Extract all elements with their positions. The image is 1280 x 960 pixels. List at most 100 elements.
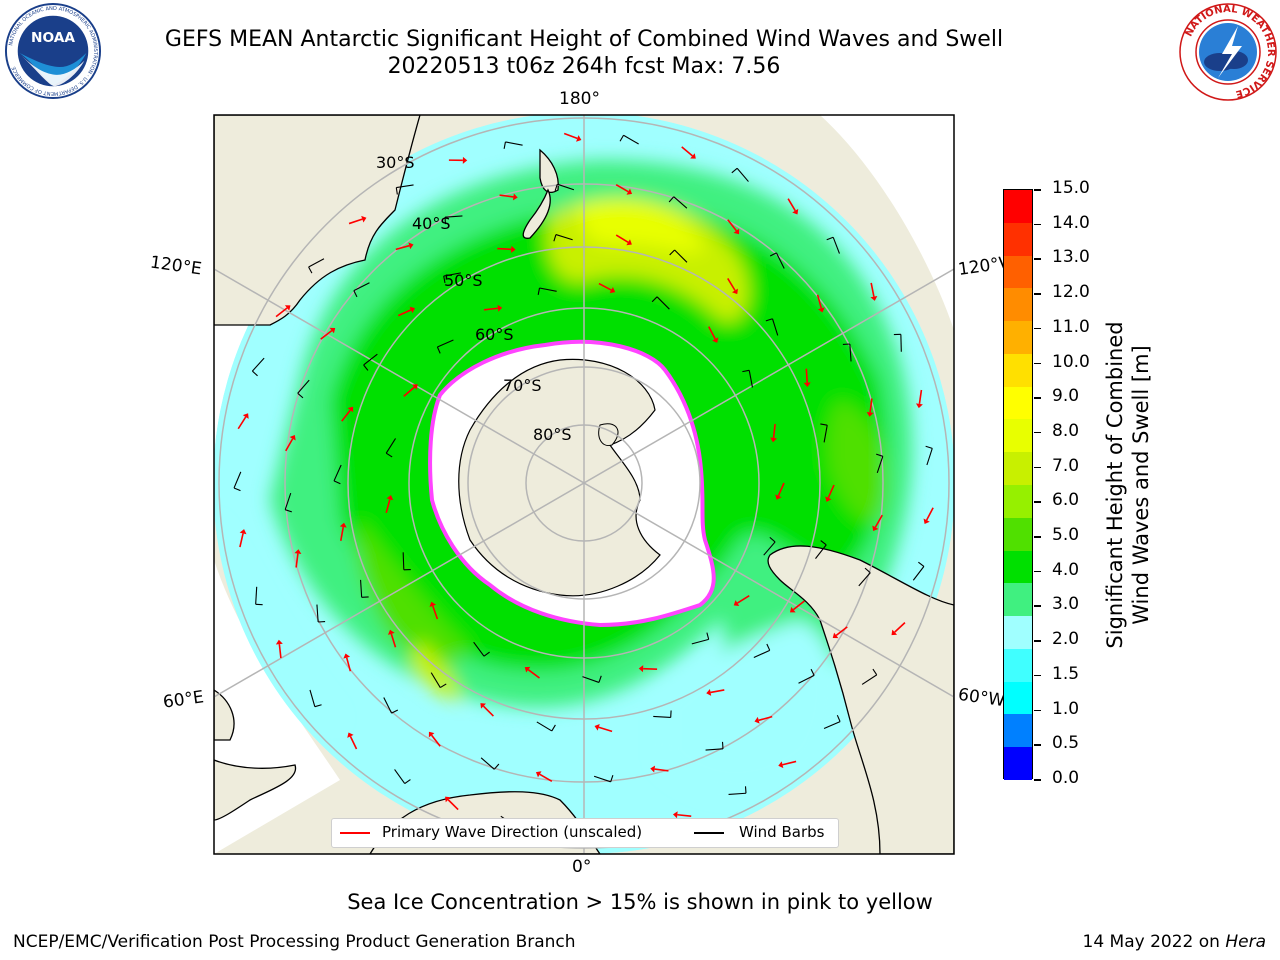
wind-barb-feather <box>864 567 871 574</box>
wind-barb-feather <box>439 683 447 689</box>
wave-direction-swatch <box>340 832 370 834</box>
wave-direction-arrow <box>598 282 612 291</box>
wave-direction-arrow <box>348 218 363 225</box>
colorbar-segment <box>1004 550 1032 584</box>
wave-direction-arrow <box>395 244 410 251</box>
wind-barb <box>473 641 485 657</box>
wave-direction-arrow <box>295 553 299 568</box>
wave-direction-arrowhead <box>792 208 799 215</box>
wave-direction-arrow <box>341 409 351 422</box>
map-frame <box>213 114 955 855</box>
wave-direction-arrow <box>874 514 883 528</box>
wave-direction-arrow <box>482 705 494 717</box>
colorbar-tick <box>1034 674 1041 677</box>
wind-barb <box>823 425 828 443</box>
wind-barb-feather <box>385 452 393 458</box>
wave-direction-arrow <box>497 247 512 251</box>
wave-direction-arrowhead <box>754 716 760 724</box>
wind-barb <box>383 697 393 714</box>
wave-direction-arrowhead <box>512 193 518 201</box>
colorbar-segment <box>1004 353 1032 388</box>
wind-barb <box>691 638 709 645</box>
wave-direction-arrow <box>918 389 923 404</box>
wave-direction-arrow <box>385 499 391 514</box>
wind-barb <box>297 379 310 394</box>
wind-barb <box>673 196 688 209</box>
wind-barb <box>705 748 724 751</box>
wave-direction-arrow <box>499 194 514 198</box>
wave-direction-arrow <box>432 605 439 620</box>
wind-barb-feather <box>668 196 675 203</box>
chart-title: GEFS MEAN Antarctic Significant Height o… <box>164 27 1004 52</box>
wind-barb <box>858 572 871 587</box>
wind-barb <box>402 552 405 570</box>
wind-barb-feather <box>826 236 834 241</box>
colorbar-tick <box>1034 189 1041 191</box>
colorbar-tick <box>1034 327 1041 330</box>
colorbar-title-line2: Wind Waves and Swell [m] <box>1129 345 1153 625</box>
wind-barb <box>505 141 523 146</box>
wind-barb <box>363 353 378 366</box>
colorbar-tick <box>1034 536 1041 538</box>
wave-direction-arrow <box>320 329 333 340</box>
wind-barb <box>798 674 815 684</box>
wind-barb <box>539 287 557 292</box>
wave-direction-arrow <box>816 294 823 309</box>
colorbar-tick <box>1034 570 1041 573</box>
wave-direction-arrow <box>782 760 797 766</box>
wave-direction-arrowhead <box>480 703 486 709</box>
wave-direction-arrow <box>447 799 459 811</box>
wind-barb-feather <box>731 167 738 174</box>
wind-barb <box>861 674 878 685</box>
nws-logo: NATIONAL WEATHER SERVICE <box>1179 3 1277 101</box>
colorbar-tick-label: 3.0 <box>1052 594 1080 615</box>
colorbar-segment <box>1004 419 1032 453</box>
wave-direction-arrow <box>805 368 808 383</box>
wave-direction-arrowhead <box>915 403 923 409</box>
wind-barb-feather <box>918 561 925 567</box>
wave-direction-arrow <box>539 773 553 782</box>
wind-barb-feather <box>503 141 506 149</box>
wave-direction-arrow <box>925 507 934 521</box>
colorbar-segment <box>1004 386 1032 420</box>
colorbar-tick-label: 1.0 <box>1052 698 1080 719</box>
wind-barb-feather <box>363 364 369 371</box>
wind-barb-feather <box>252 370 258 377</box>
wave-direction-arrow <box>677 813 692 817</box>
colorbar-tick-label: 12.0 <box>1052 282 1090 303</box>
wind-barb-feather <box>333 480 341 485</box>
wind-barb <box>849 343 852 362</box>
wind-barb <box>309 689 316 707</box>
wave-direction-arrowhead <box>638 665 644 673</box>
wind-barb <box>771 318 779 336</box>
wave-direction-arrowhead <box>817 307 825 313</box>
colorbar-segment <box>1004 255 1032 289</box>
wind-barb <box>353 282 370 292</box>
wave-direction-arrow <box>563 132 578 140</box>
colorbar-tick <box>1034 466 1041 469</box>
wave-direction-arrowhead <box>412 384 418 390</box>
wave-direction-arrowhead <box>428 731 435 738</box>
wind-barb-feather <box>766 643 771 651</box>
wave-direction-arrowhead <box>803 382 811 387</box>
colorbar-tick <box>1034 744 1041 746</box>
wave-direction-arrow <box>772 423 776 439</box>
colorbar-tick-label: 7.0 <box>1052 455 1080 476</box>
wave-direction-arrow <box>598 726 613 733</box>
wind-barb-feather <box>769 252 777 257</box>
wind-barb <box>360 579 363 598</box>
colorbar-segment <box>1004 583 1032 617</box>
wave-direction-arrow <box>827 484 835 499</box>
wave-direction-arrow <box>285 438 294 452</box>
colorbar-title-line1: Significant Height of Combined <box>1103 321 1127 649</box>
wave-direction-arrow <box>835 626 848 637</box>
graticule <box>214 115 954 854</box>
wave-direction-arrowhead <box>409 306 415 314</box>
colorbar-tick-label: 2.0 <box>1052 629 1080 650</box>
colorbar-segment <box>1004 648 1032 683</box>
wave-direction-arrowhead <box>343 653 351 659</box>
colorbar <box>1003 189 1033 781</box>
wave-direction-arrowhead <box>239 529 247 535</box>
colorbar-tick-label: 11.0 <box>1052 316 1090 337</box>
